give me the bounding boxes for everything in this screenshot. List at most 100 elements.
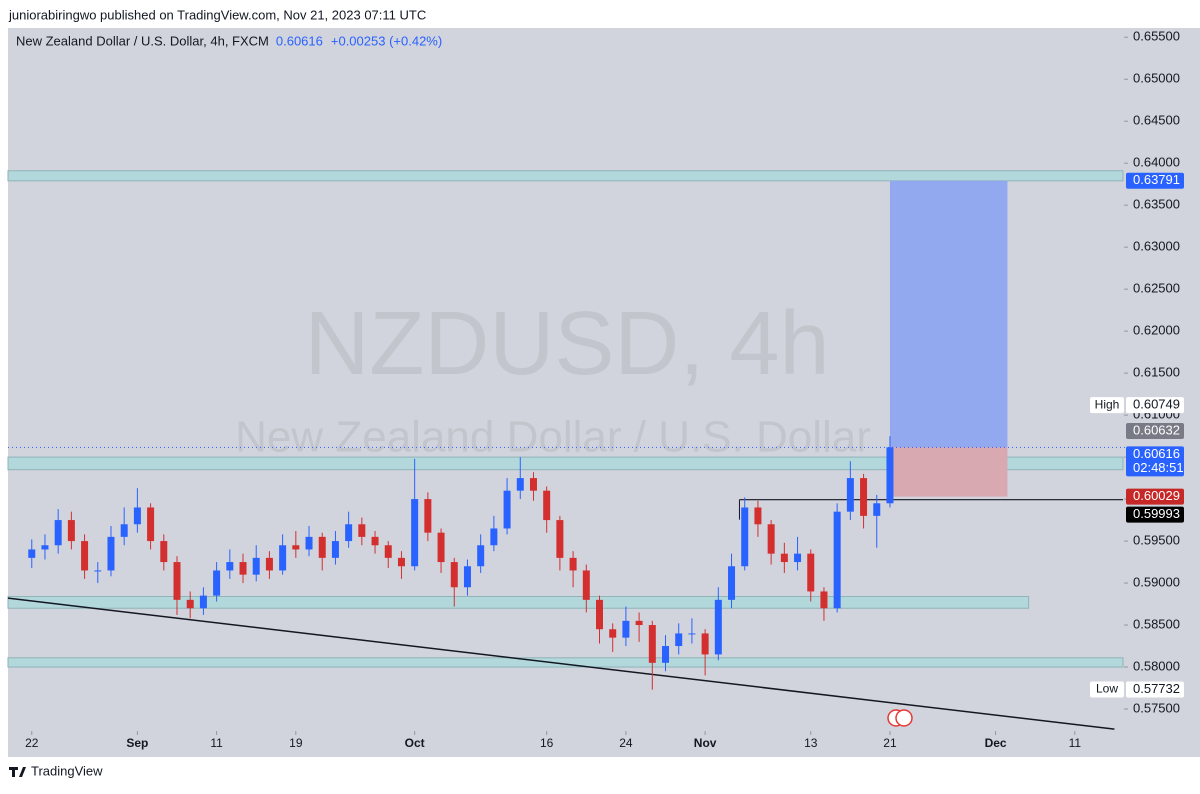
candle-body [411,499,419,567]
last-price: 0.60616 [276,33,323,48]
price-badge [1126,172,1184,189]
event-icon [895,709,913,727]
candle-body [463,566,471,588]
symbol-title: New Zealand Dollar / U.S. Dollar, 4h, FX… [16,33,269,48]
candle-body [728,566,736,600]
candle-body [622,620,630,638]
candle-body [358,524,366,537]
watermark-name: New Zealand Dollar / U.S. Dollar [235,413,871,462]
price-badge [1126,681,1184,698]
price-badge-tag-label: Low [1096,682,1118,696]
support-resistance-zone [7,456,1124,471]
candle-body [741,507,749,567]
candle-body [780,553,788,563]
y-tick-label: 0.62500 [1133,281,1180,296]
candle-body [160,541,168,563]
y-tick-label: 0.59500 [1133,533,1180,548]
candle-body [199,595,207,609]
stop-zone [889,447,1008,497]
candle-body [794,553,802,563]
candle-body [450,562,458,588]
candle-body [331,541,339,558]
event-icons [887,709,913,727]
candle-body [384,545,392,558]
y-tick-label: 0.63500 [1133,197,1180,212]
y-tick-label: 0.64500 [1133,113,1180,128]
candle-body [54,520,62,546]
price-badge-label: 0.60616 [1133,446,1180,461]
published-note: juniorabiringwo published on TradingView… [8,7,426,22]
candle-body [648,625,656,663]
candle-body [173,562,181,600]
candle-body [279,545,287,571]
trend-line [7,597,1115,730]
y-tick-label: 0.58500 [1133,616,1180,631]
x-tick-label: 11 [1069,736,1082,750]
candle-body [675,633,683,647]
candle-body [107,536,115,571]
y-tick-label: 0.59000 [1133,574,1180,589]
price-badge [1126,506,1184,523]
candle-body [860,478,868,516]
price-badge [1126,423,1184,440]
candle-body [371,536,379,546]
candle-body [635,620,643,626]
candle-body [186,599,194,609]
price-axis: 0.65500 0.65000 0.64500 0.64000 0.63500 0.630… [1090,29,1184,715]
candle-body [133,507,141,525]
candle-body [41,545,49,550]
candle-body [873,503,881,516]
price-badge-tag-label: High [1095,397,1120,411]
x-tick-label: Nov [694,736,717,750]
x-tick-label: 24 [619,736,633,750]
x-tick-label: 13 [804,736,818,750]
candle-body [226,562,234,571]
price-badge-tag [1090,397,1124,414]
candle-body [252,557,260,575]
x-tick-label: 16 [540,736,554,750]
y-tick-label: 0.65000 [1133,71,1180,86]
price-badge [1126,446,1184,477]
candle-body [754,507,762,525]
legend: New Zealand Dollar / U.S. Dollar, 4h, FX… [16,33,442,48]
candle-body [265,557,273,571]
candle-body [529,478,537,491]
time-axis: 22 Sep 11 19 Oct 16 24 Nov 13 21 Dec 11 [25,731,1081,750]
candle-body [701,633,709,655]
price-change: +0.00253 (+0.42%) [331,33,442,48]
watermark-symbol: NZDUSD, 4h [304,294,829,394]
x-tick-label: Dec [985,736,1007,750]
y-tick-label: 0.63000 [1133,239,1180,254]
candle-body [582,570,590,600]
support-resistance-zone [7,595,1030,609]
price-badge-tag [1090,681,1124,698]
candle-body [213,570,221,596]
price-badge-label: 0.63791 [1133,172,1180,187]
target-zone [889,180,1008,448]
candle-body [609,629,617,638]
candle-body [556,520,564,558]
candle-body [688,633,696,635]
candle-body [67,520,75,542]
candle-body [543,490,551,521]
candle-body [81,541,89,571]
candle-body [490,528,498,546]
candle-body [292,545,300,550]
candle-body [345,524,353,542]
footer-background [0,757,1200,789]
countdown: 02:48:51 [1133,460,1184,475]
candle-body [662,646,670,663]
y-tick-label: 0.65500 [1133,29,1180,44]
candle-body [767,524,775,554]
candle-body [424,499,432,533]
candle-body [886,447,894,504]
support-resistance-zone [7,657,1124,668]
brand-logo [9,767,26,777]
candle-body [28,549,36,558]
x-tick-label: Oct [405,736,425,750]
x-tick-label: 19 [289,736,303,750]
candle-body [94,570,102,572]
price-badge-label: 0.60749 [1133,397,1180,412]
x-tick-label: 21 [883,736,897,750]
